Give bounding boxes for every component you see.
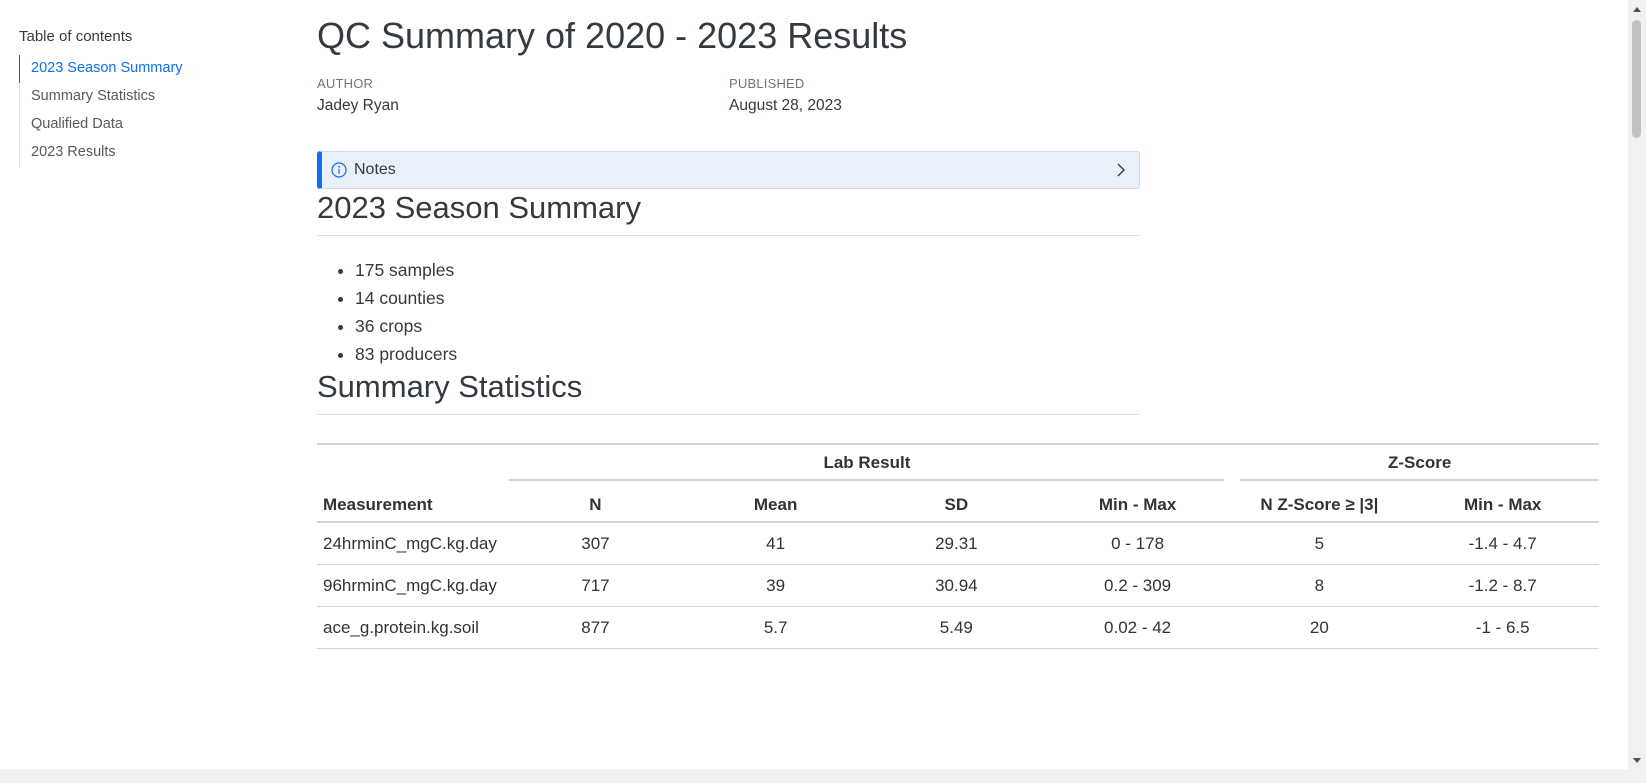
toc-title: Table of contents <box>19 28 133 45</box>
column-header-measurement: Measurement <box>317 487 510 523</box>
notes-callout[interactable]: Notes <box>317 151 1140 189</box>
list-item: 83 producers <box>355 340 1617 368</box>
published-label: Published <box>729 76 805 91</box>
section-heading-season-summary: 2023 Season Summary <box>317 189 1140 236</box>
scrollbar-thumb[interactable] <box>1632 20 1641 138</box>
column-header-n-zscore: N Z-Score ≥ |3| <box>1232 487 1407 523</box>
column-header-mean: Mean <box>681 487 870 523</box>
season-summary-list: 175 samples 14 counties 36 crops 83 prod… <box>317 256 1617 368</box>
table-cell: -1.2 - 8.7 <box>1406 564 1599 607</box>
table-cell: 39 <box>681 564 870 607</box>
toc-list: 2023 Season Summary Summary Statistics Q… <box>19 55 239 167</box>
table-cell: -1.4 - 4.7 <box>1406 522 1599 565</box>
table-cell: 0 - 178 <box>1042 522 1233 565</box>
spanner-empty <box>317 444 509 487</box>
page-title: QC Summary of 2020 - 2023 Results <box>317 15 908 56</box>
table-cell: ace_g.protein.kg.soil <box>317 606 510 649</box>
published-date: August 28, 2023 <box>729 97 842 114</box>
chevron-right-icon[interactable] <box>1115 162 1127 178</box>
table-cell: 24hrminC_mgC.kg.day <box>317 522 510 565</box>
table-cell: 0.02 - 42 <box>1042 606 1233 649</box>
table-cell: 29.31 <box>869 522 1043 565</box>
toc-item-qualified-data[interactable]: Qualified Data <box>31 116 123 132</box>
spanner-row: Lab Result Z-Score <box>317 444 1599 487</box>
toc-item-2023-season-summary[interactable]: 2023 Season Summary <box>19 55 239 83</box>
table-cell: 8 <box>1232 564 1407 607</box>
spanner-z-score: Z-Score <box>1232 444 1599 487</box>
list-item: 14 counties <box>355 284 1617 312</box>
table-of-contents: Table of contents 2023 Season Summary Su… <box>19 28 239 167</box>
summary-statistics-table: Lab Result Z-Score Measurement N Mean SD… <box>317 443 1599 649</box>
toc-item-2023-results[interactable]: 2023 Results <box>31 144 116 160</box>
author-label: Author <box>317 76 374 91</box>
table-cell: 0.2 - 309 <box>1042 564 1233 607</box>
author-block: Author Jadey Ryan <box>317 76 729 115</box>
table-cell: 20 <box>1232 606 1407 649</box>
table-cell: 877 <box>509 606 682 649</box>
callout-title: Notes <box>354 161 396 178</box>
spanner-lab-result: Lab Result <box>509 444 1232 487</box>
column-header-row: Measurement N Mean SD Min - Max N Z-Scor… <box>317 487 1599 523</box>
table-cell: 5 <box>1232 522 1407 565</box>
main-content: QC Summary of 2020 - 2023 Results Author… <box>317 0 1617 649</box>
table-cell: 41 <box>681 522 870 565</box>
table-cell: 717 <box>509 564 682 607</box>
table-row: 24hrminC_mgC.kg.day 307 41 29.31 0 - 178… <box>317 522 1599 565</box>
column-header-min-max: Min - Max <box>1042 487 1233 523</box>
horizontal-scrollbar[interactable] <box>0 769 1628 783</box>
column-header-sd: SD <box>869 487 1043 523</box>
table-cell: 5.49 <box>869 606 1043 649</box>
table-row: ace_g.protein.kg.soil 877 5.7 5.49 0.02 … <box>317 606 1599 649</box>
table-cell: -1 - 6.5 <box>1406 606 1599 649</box>
author-name: Jadey Ryan <box>317 97 399 114</box>
table-cell: 96hrminC_mgC.kg.day <box>317 564 510 607</box>
list-item: 175 samples <box>355 256 1617 284</box>
toc-item-summary-statistics[interactable]: Summary Statistics <box>31 88 156 104</box>
document-meta: Author Jadey Ryan Published August 28, 2… <box>317 76 1617 115</box>
vertical-scrollbar[interactable] <box>1628 0 1646 783</box>
column-header-n: N <box>509 487 682 523</box>
list-item: 36 crops <box>355 312 1617 340</box>
scroll-up-arrow-icon[interactable] <box>1628 0 1646 17</box>
scroll-down-arrow-icon[interactable] <box>1628 752 1646 769</box>
table-cell: 30.94 <box>869 564 1043 607</box>
table-cell: 307 <box>509 522 682 565</box>
table-row: 96hrminC_mgC.kg.day 717 39 30.94 0.2 - 3… <box>317 564 1599 607</box>
published-block: Published August 28, 2023 <box>729 76 1141 115</box>
section-heading-summary-statistics: Summary Statistics <box>317 368 1140 415</box>
info-icon <box>331 162 347 178</box>
table-cell: 5.7 <box>681 606 870 649</box>
column-header-zscore-min-max: Min - Max <box>1406 487 1599 523</box>
